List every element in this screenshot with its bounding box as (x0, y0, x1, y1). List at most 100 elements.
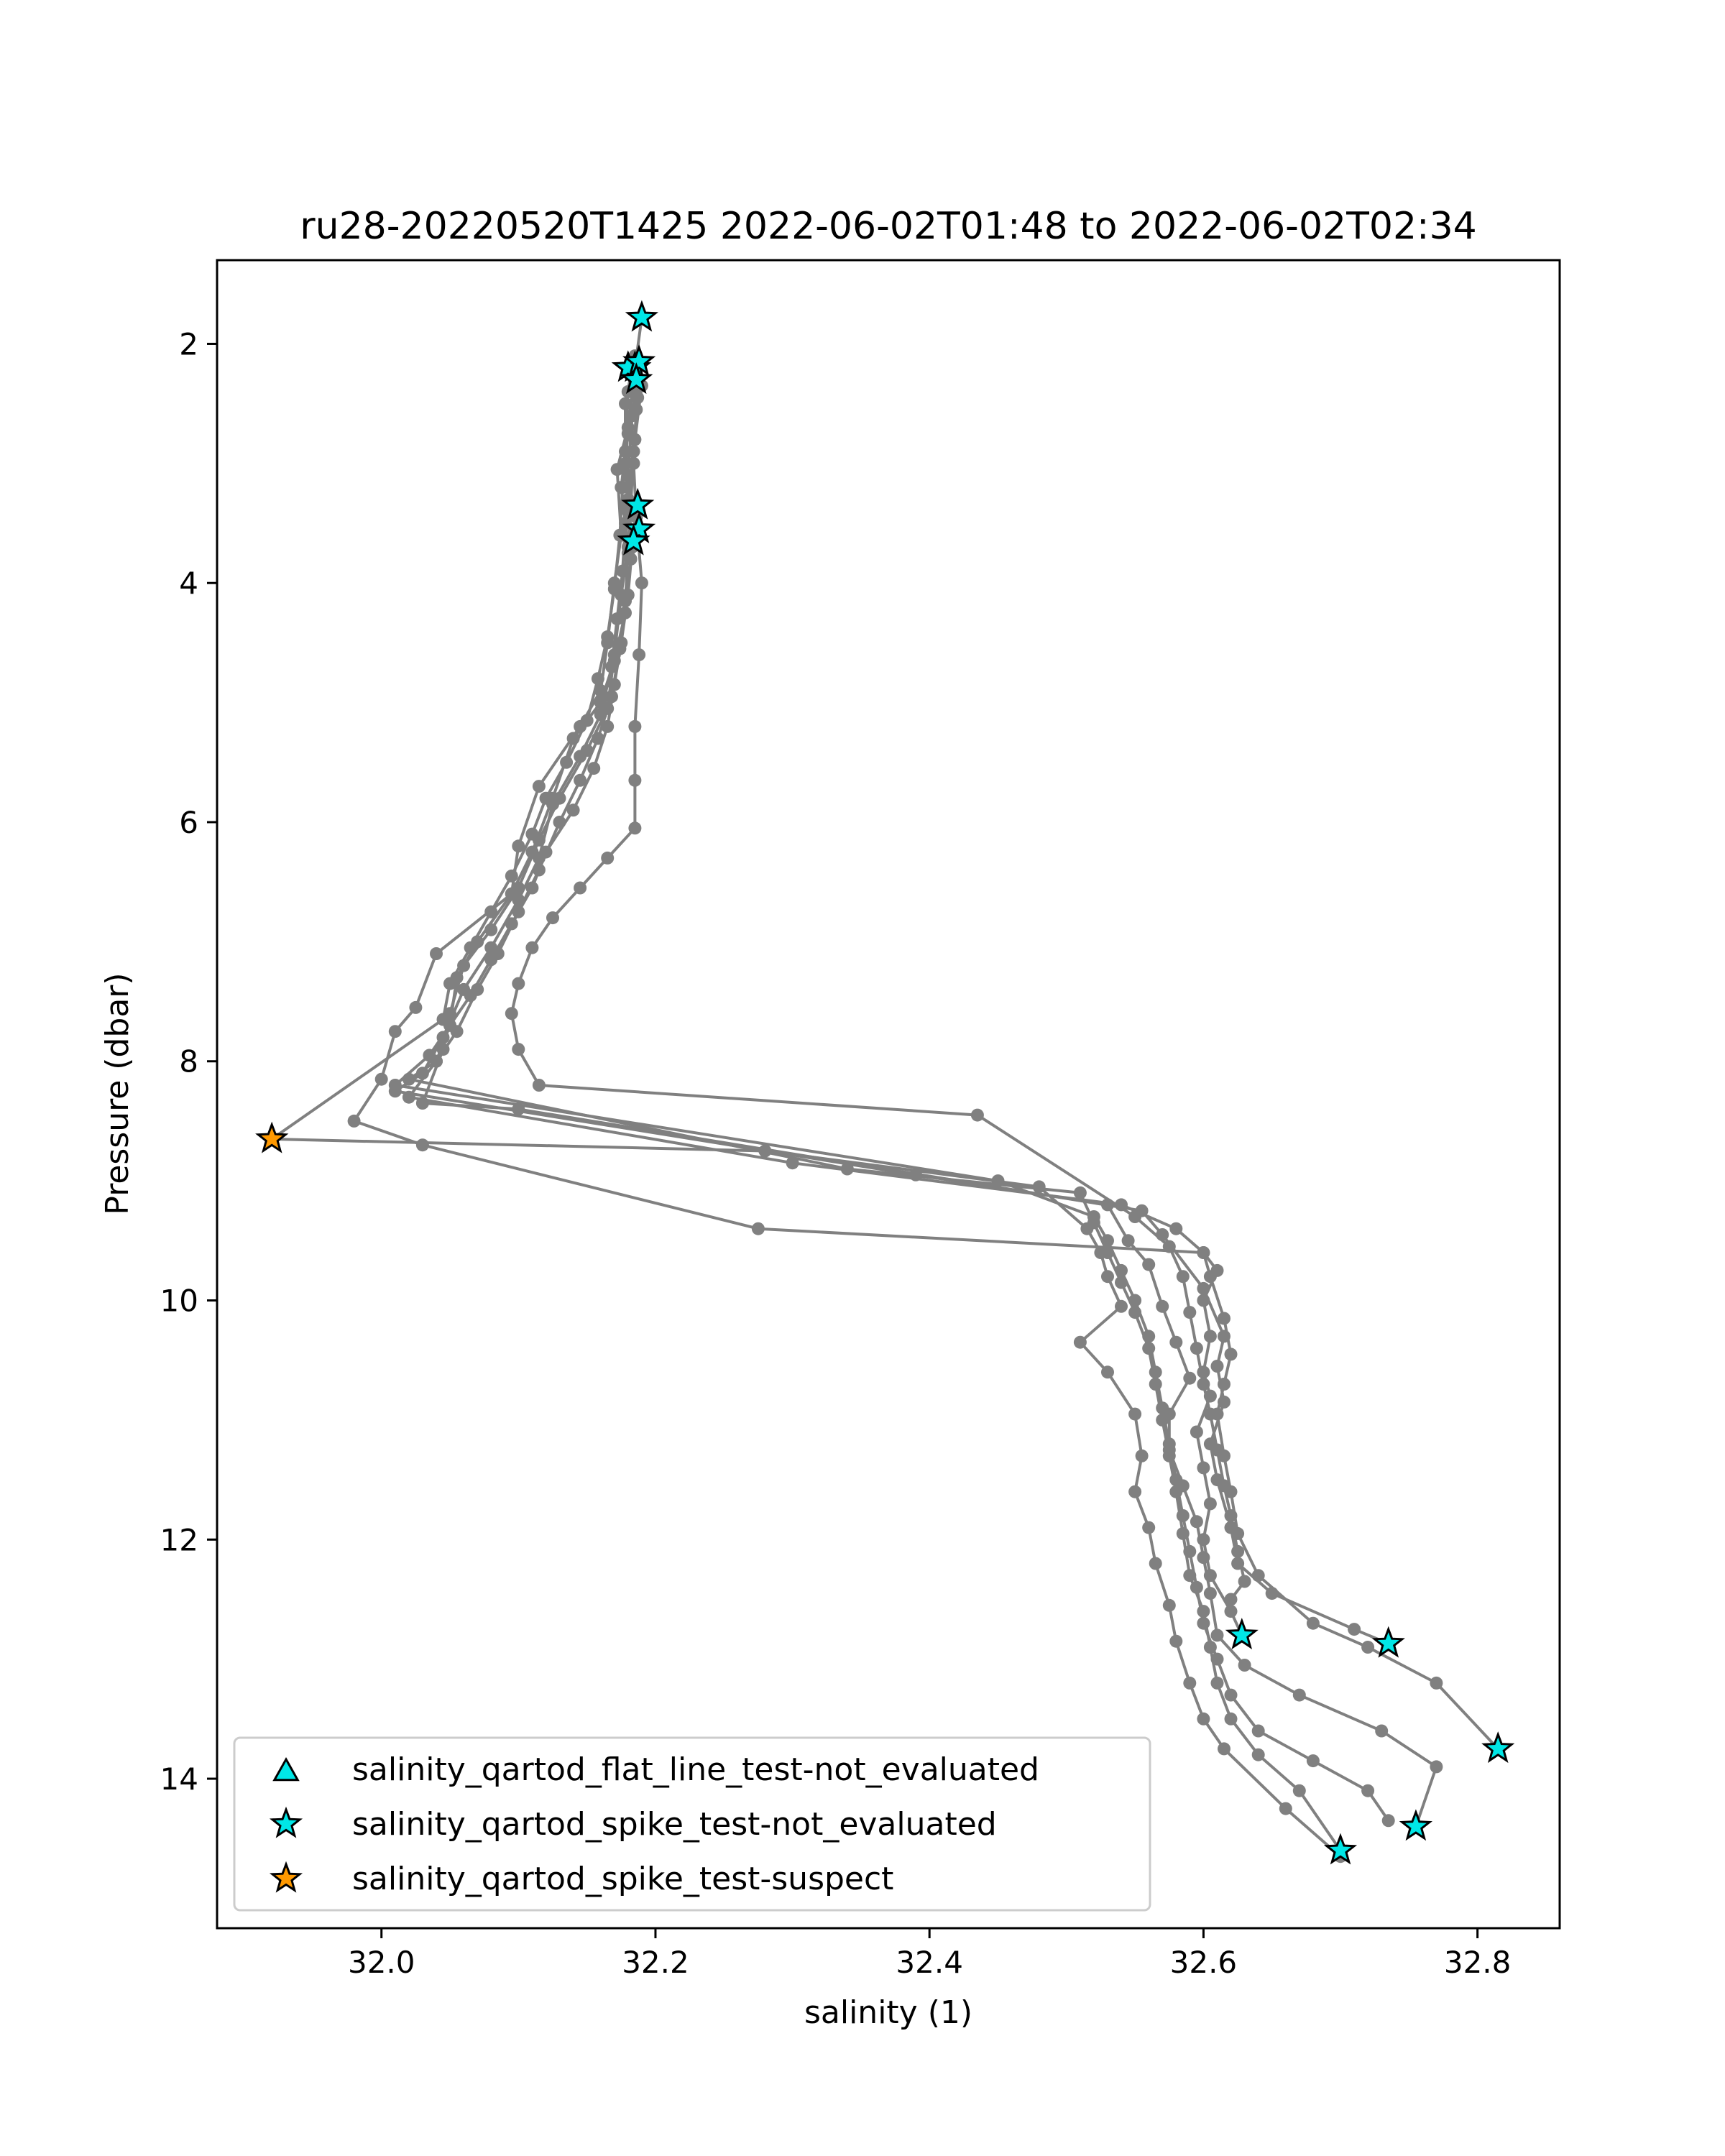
data-point (1032, 1180, 1046, 1194)
data-point (1218, 1378, 1230, 1391)
data-point (628, 821, 642, 835)
x-tick-label: 32.6 (1170, 1945, 1238, 1980)
not-evaluated-marker (622, 512, 656, 543)
data-point (607, 582, 621, 596)
not-evaluated-marker (622, 344, 656, 377)
data-point (1224, 1348, 1238, 1361)
not-evaluated-marker (1399, 1809, 1432, 1841)
legend-label: salinity_qartod_flat_line_test-not_evalu… (352, 1751, 1039, 1788)
y-axis-label: Pressure (dbar) (99, 972, 136, 1215)
data-point (628, 773, 642, 787)
profile-line-1 (352, 317, 1243, 1636)
data-point (580, 714, 594, 727)
data-point (402, 1072, 415, 1086)
data-point (1224, 1593, 1238, 1606)
data-point (484, 905, 498, 918)
data-point (1203, 1407, 1217, 1421)
data-point (605, 690, 618, 704)
data-point (450, 1025, 464, 1038)
data-point (1197, 1281, 1210, 1295)
data-point (1169, 1335, 1183, 1349)
data-point (1183, 1371, 1197, 1385)
data-point (1073, 1335, 1087, 1349)
data-point (409, 1000, 423, 1014)
x-tick-label: 32.8 (1444, 1945, 1512, 1980)
data-point (1210, 1676, 1224, 1690)
axes-frame (216, 259, 1561, 1930)
data-point (1348, 1623, 1361, 1636)
data-point (613, 642, 627, 655)
data-point (1197, 1246, 1210, 1259)
data-point (1292, 1688, 1306, 1702)
data-point (505, 1007, 518, 1021)
data-point (758, 1144, 772, 1158)
data-point (1251, 1569, 1265, 1583)
y-axis: 2 4 6 8 10 12 14 (160, 326, 217, 1797)
data-point (1231, 1544, 1245, 1558)
data-point (591, 672, 604, 686)
data-point (1224, 1688, 1238, 1702)
data-point (347, 1114, 361, 1128)
data-point (1203, 1587, 1217, 1600)
data-point (430, 947, 443, 960)
suspect-marker (255, 1121, 289, 1153)
data-point (1251, 1748, 1265, 1761)
x-tick-label: 32.0 (348, 1945, 415, 1980)
data-point (1430, 1760, 1443, 1774)
data-point (1224, 1605, 1238, 1618)
data-point (1142, 1342, 1156, 1355)
data-point (1375, 1724, 1389, 1738)
data-point (1121, 1234, 1135, 1248)
data-point (539, 791, 553, 805)
x-tick-label: 32.4 (896, 1945, 963, 1980)
data-point (436, 1013, 450, 1026)
data-point (1251, 1724, 1265, 1738)
data-point (1306, 1754, 1320, 1768)
data-point (1073, 1186, 1087, 1199)
data-point (532, 1079, 546, 1092)
data-point (1115, 1198, 1128, 1212)
data-point (574, 773, 587, 787)
profile-line-6 (407, 397, 1342, 1852)
data-point (601, 851, 615, 865)
data-point (1197, 1605, 1210, 1618)
y-tick-label: 4 (179, 566, 198, 601)
data-point (619, 594, 632, 608)
x-tick-label: 32.2 (622, 1945, 689, 1980)
data-point (443, 977, 456, 990)
data-point (388, 1025, 402, 1038)
not-evaluated-marker (625, 300, 658, 332)
data-point (1197, 1461, 1210, 1475)
data-point (1210, 1443, 1224, 1457)
data-point (1203, 1330, 1217, 1343)
data-point (1169, 1222, 1183, 1235)
data-point (1203, 1497, 1217, 1511)
data-point (616, 481, 630, 494)
data-point (591, 732, 604, 745)
legend-label: salinity_qartod_spike_test-not_evaluated (352, 1806, 997, 1843)
not-evaluated-marker (620, 362, 653, 395)
y-tick-label: 2 (179, 326, 198, 361)
data-point (374, 1072, 388, 1086)
chart-title: ru28-20220520T1425 2022-06-02T01:48 to 2… (300, 205, 1476, 248)
data-point (512, 905, 525, 918)
data-point (415, 1067, 429, 1080)
data-point (430, 1054, 443, 1068)
data-point (1224, 1712, 1238, 1726)
data-point (1224, 1509, 1238, 1522)
profile-line-4 (393, 379, 1438, 1828)
x-axis-label: salinity (1) (804, 1994, 972, 2031)
data-point (1149, 1378, 1162, 1391)
data-point (1169, 1634, 1183, 1648)
data-point (1218, 1742, 1230, 1756)
y-tick-label: 12 (160, 1522, 198, 1557)
data-point (532, 863, 546, 877)
not-evaluated-marker (1371, 1626, 1405, 1658)
data-point (525, 827, 539, 841)
not-evaluated-marker (1481, 1731, 1515, 1764)
data-point (1238, 1575, 1251, 1588)
data-point (632, 648, 646, 662)
not-evaluated-marker (1225, 1618, 1259, 1649)
y-tick-label: 10 (160, 1284, 198, 1319)
data-point (1203, 1270, 1217, 1284)
